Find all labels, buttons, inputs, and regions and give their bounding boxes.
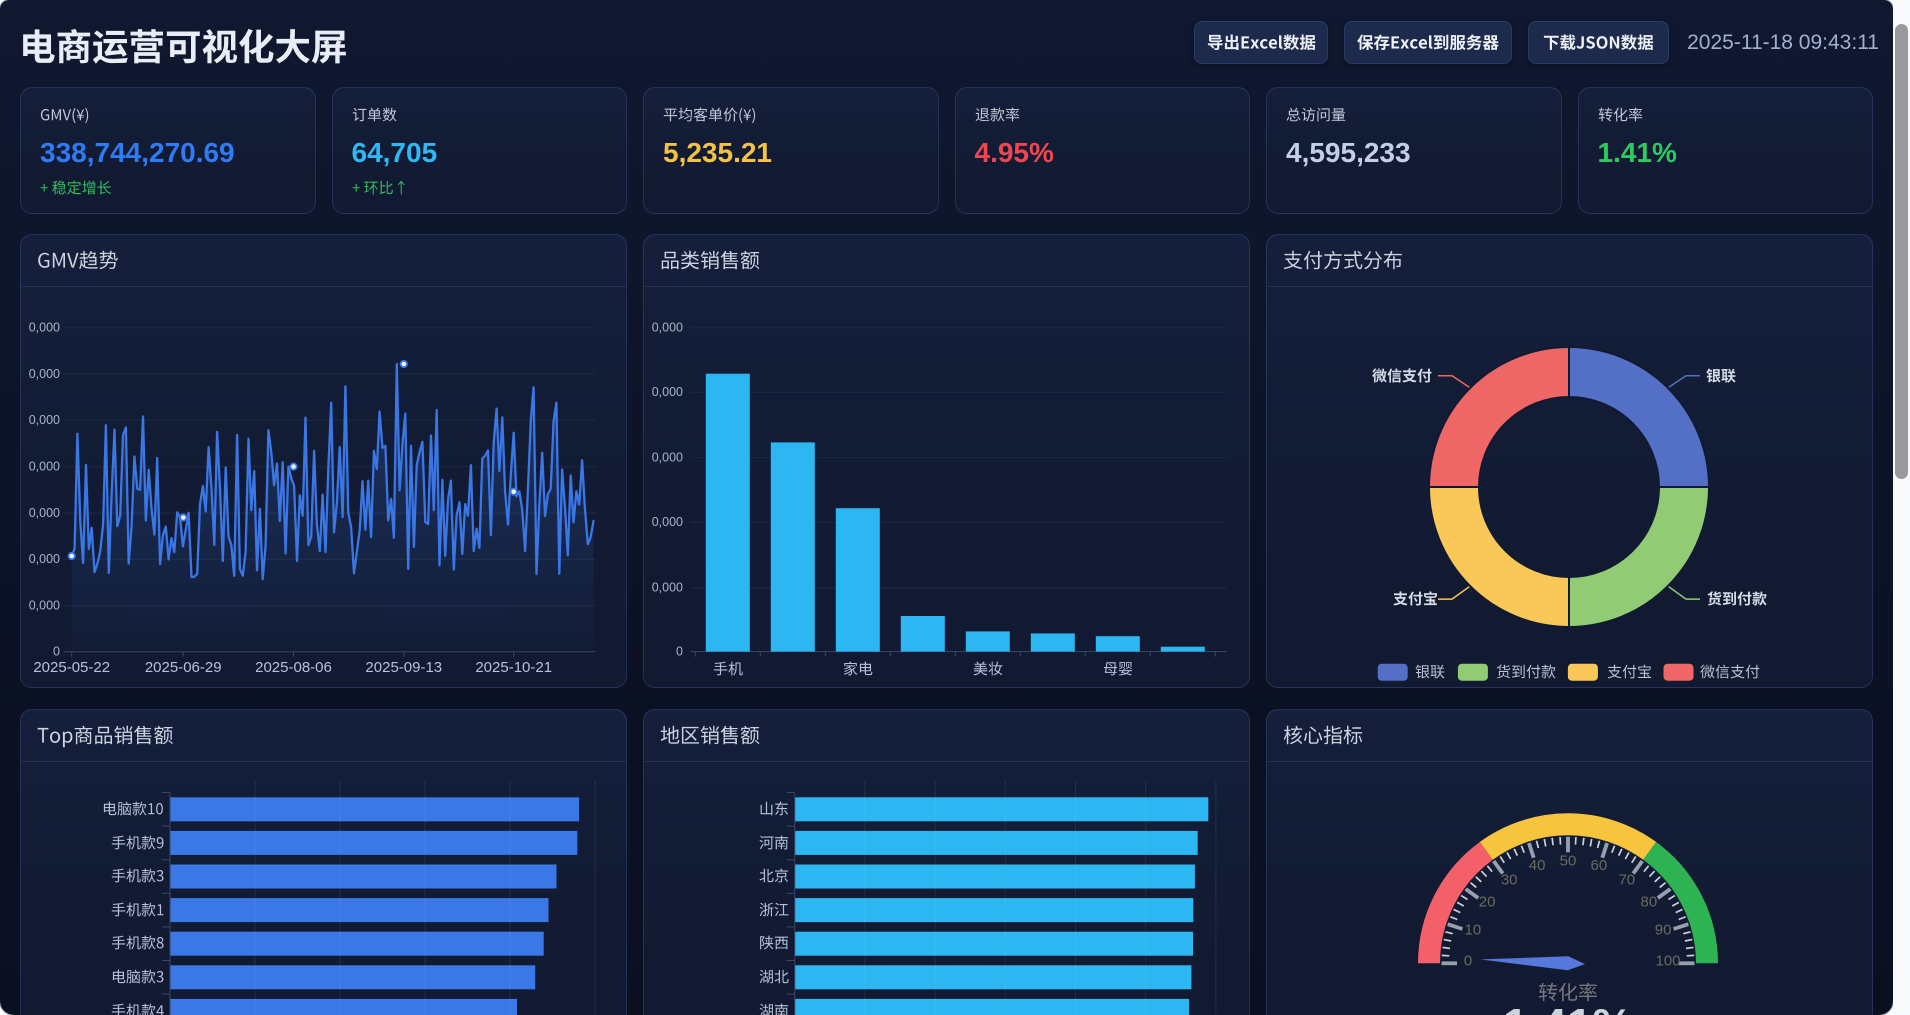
svg-text:0,000: 0,000 xyxy=(652,515,683,529)
svg-text:100: 100 xyxy=(1655,952,1680,969)
svg-text:20: 20 xyxy=(1479,893,1496,910)
svg-text:0: 0 xyxy=(676,644,683,658)
svg-text:0,000: 0,000 xyxy=(29,367,60,381)
svg-text:0: 0 xyxy=(53,644,60,658)
svg-text:2025-08-06: 2025-08-06 xyxy=(255,659,332,676)
svg-text:80: 80 xyxy=(1641,893,1658,910)
svg-text:50: 50 xyxy=(1560,852,1577,869)
svg-text:0,000: 0,000 xyxy=(29,413,60,427)
svg-text:2025-10-21: 2025-10-21 xyxy=(475,659,552,676)
svg-text:2025-06-29: 2025-06-29 xyxy=(145,659,222,676)
svg-text:0,000: 0,000 xyxy=(652,385,683,399)
svg-text:0,000: 0,000 xyxy=(29,506,60,520)
svg-text:10: 10 xyxy=(1465,921,1482,938)
svg-text:0,000: 0,000 xyxy=(652,450,683,464)
svg-text:0,000: 0,000 xyxy=(652,581,683,595)
svg-text:2025-09-13: 2025-09-13 xyxy=(365,659,442,676)
svg-text:0,000: 0,000 xyxy=(29,552,60,566)
svg-text:0,000: 0,000 xyxy=(29,320,60,334)
svg-text:70: 70 xyxy=(1618,871,1635,888)
svg-text:0: 0 xyxy=(1464,952,1472,969)
svg-text:90: 90 xyxy=(1655,921,1672,938)
svg-text:0,000: 0,000 xyxy=(652,320,683,334)
svg-text:1.41%: 1.41% xyxy=(1503,999,1633,1015)
svg-text:0,000: 0,000 xyxy=(29,459,60,473)
svg-text:2025-05-22: 2025-05-22 xyxy=(33,659,110,676)
svg-text:30: 30 xyxy=(1501,871,1518,888)
svg-text:0,000: 0,000 xyxy=(29,598,60,612)
svg-text:40: 40 xyxy=(1529,857,1546,874)
svg-text:60: 60 xyxy=(1591,857,1608,874)
